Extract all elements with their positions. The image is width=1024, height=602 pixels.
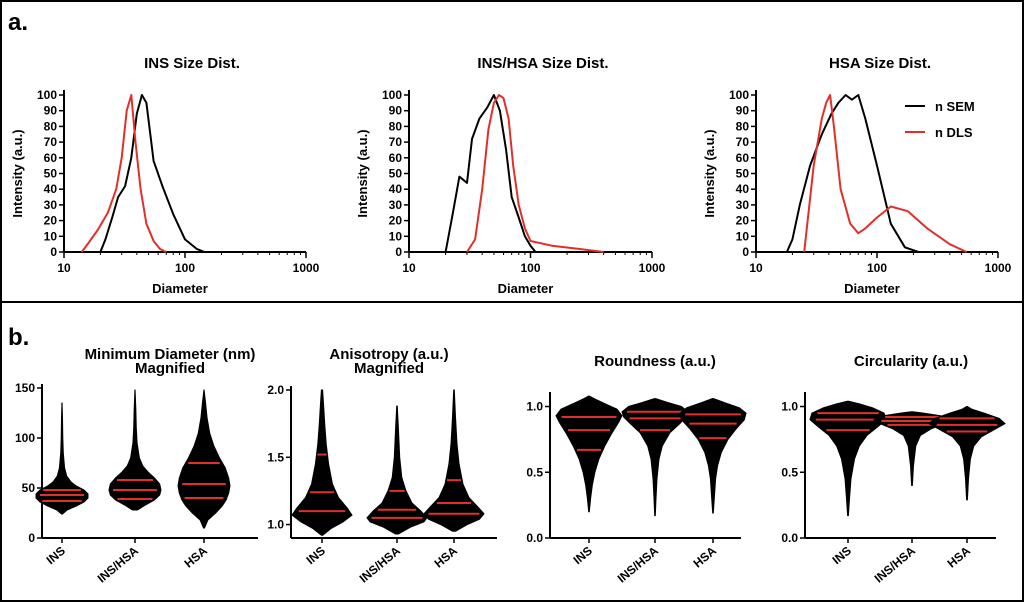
chart-subtitle: Magnified <box>354 360 424 377</box>
y-tick-label: 70 <box>389 135 403 149</box>
chart-title: INS Size Dist. <box>144 55 240 72</box>
y-tick-label: 90 <box>389 104 403 118</box>
y-tick-label: 80 <box>736 119 750 133</box>
y-tick-label: 30 <box>736 198 750 212</box>
y-tick-label: 1.0 <box>781 400 798 414</box>
violin-hsa <box>423 389 485 532</box>
y-tick-label: 70 <box>736 135 750 149</box>
x-tick-label: 1000 <box>639 261 666 275</box>
y-tick-label: 1.0 <box>267 518 284 532</box>
y-tick-label: 0 <box>28 531 35 545</box>
series-line-n-sem <box>444 94 537 253</box>
y-tick-label: 50 <box>389 167 403 181</box>
violin-ins-hsa <box>872 411 952 486</box>
y-tick-label: 50 <box>44 167 58 181</box>
y-tick-label: 80 <box>44 119 58 133</box>
x-tick-label: 10 <box>57 261 71 275</box>
chart-title: INS/HSA Size Dist. <box>477 55 608 72</box>
x-axis-title: Diameter <box>844 281 900 296</box>
y-tick-label: 60 <box>389 151 403 165</box>
y-tick-label: 20 <box>389 214 403 228</box>
violin-ins-hsa <box>366 405 428 535</box>
y-tick-label: 1.0 <box>526 400 543 414</box>
y-tick-label: 100 <box>382 88 402 102</box>
violin-ins-hsa <box>621 398 689 517</box>
y-tick-label: 1.5 <box>267 450 284 464</box>
violin-ins <box>291 389 353 536</box>
chart-title: Minimum Diameter (nm) <box>85 346 256 363</box>
x-axis-title: Diameter <box>152 281 208 296</box>
y-tick-label: 40 <box>736 182 750 196</box>
y-tick-label: 0.0 <box>526 531 543 545</box>
y-tick-label: 60 <box>736 151 750 165</box>
y-axis-title: Intensity (a.u.) <box>702 129 717 217</box>
y-tick-label: 10 <box>44 229 58 243</box>
y-tick-label: 0 <box>50 245 57 259</box>
y-tick-label: 70 <box>44 135 58 149</box>
y-tick-label: 20 <box>736 214 750 228</box>
y-tick-label: 50 <box>22 481 36 495</box>
y-tick-label: 0.5 <box>526 465 543 479</box>
x-tick-label: 100 <box>867 261 887 275</box>
y-tick-label: 40 <box>389 182 403 196</box>
x-tick-label: 100 <box>175 261 195 275</box>
chart-subtitle: Magnified <box>135 360 205 377</box>
legend-label: n SEM <box>935 99 975 114</box>
y-tick-label: 150 <box>15 381 35 395</box>
series-line-n-dls <box>803 94 968 253</box>
violin-ins <box>35 402 89 515</box>
y-tick-label: 90 <box>44 104 58 118</box>
series-line-n-dls <box>466 94 604 253</box>
size-dist-chart-2: INS/HSA Size Dist.0102030405060708090100… <box>355 55 666 296</box>
x-tick-label: 1000 <box>985 261 1012 275</box>
y-tick-label: 2.0 <box>267 383 284 397</box>
panel-label-a: a. <box>8 9 28 36</box>
y-tick-label: 50 <box>736 167 750 181</box>
y-tick-label: 100 <box>37 88 57 102</box>
y-tick-label: 0.0 <box>781 531 798 545</box>
y-tick-label: 90 <box>736 104 750 118</box>
x-tick-label: 10 <box>749 261 763 275</box>
violin-hsa <box>928 406 1006 501</box>
y-tick-label: 60 <box>44 151 58 165</box>
y-axis-title: Intensity (a.u.) <box>355 129 370 217</box>
y-axis-title: Intensity (a.u.) <box>10 129 25 217</box>
violin-hsa <box>177 389 231 529</box>
panel-label-b: b. <box>8 324 29 351</box>
y-tick-label: 10 <box>389 229 403 243</box>
series-line-n-sem <box>99 94 205 253</box>
y-tick-label: 40 <box>44 182 58 196</box>
y-tick-label: 20 <box>44 214 58 228</box>
violin-ins <box>555 395 623 513</box>
y-tick-label: 10 <box>736 229 750 243</box>
legend-label: n DLS <box>935 125 973 140</box>
violin-hsa <box>679 398 747 514</box>
chart-title: Anisotropy (a.u.) <box>329 346 448 363</box>
chart-title: HSA Size Dist. <box>829 55 931 72</box>
y-tick-label: 0 <box>395 245 402 259</box>
y-tick-label: 30 <box>44 198 58 212</box>
x-tick-label: 1000 <box>293 261 320 275</box>
series-line-n-dls <box>80 94 167 253</box>
chart-title: Roundness (a.u.) <box>594 353 716 370</box>
x-tick-label: 100 <box>520 261 540 275</box>
y-tick-label: 0 <box>742 245 749 259</box>
y-tick-label: 30 <box>389 198 403 212</box>
x-tick-label: 10 <box>402 261 416 275</box>
y-tick-label: 0.5 <box>781 465 798 479</box>
violin-chart-1: Minimum Diameter (nm)Magnified050100150I… <box>15 346 258 586</box>
y-tick-label: 100 <box>729 88 749 102</box>
y-tick-label: 100 <box>15 431 35 445</box>
x-axis-title: Diameter <box>498 281 554 296</box>
series-line-n-sem <box>785 94 919 253</box>
chart-title: Circularity (a.u.) <box>854 353 968 370</box>
y-tick-label: 80 <box>389 119 403 133</box>
